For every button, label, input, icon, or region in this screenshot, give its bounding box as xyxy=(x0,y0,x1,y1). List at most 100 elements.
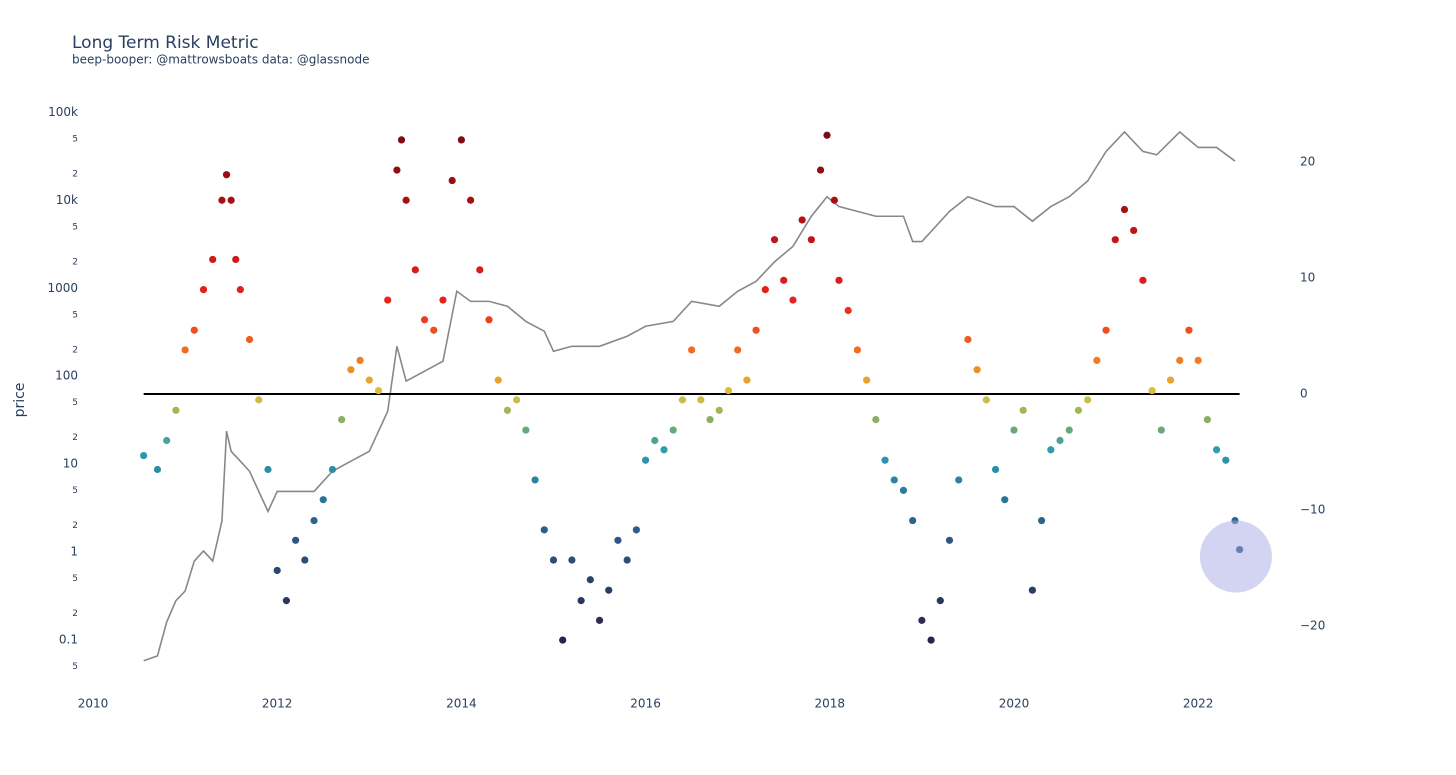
risk-point xyxy=(236,286,244,294)
y-tick-label: 2 xyxy=(72,345,78,355)
risk-point xyxy=(328,465,337,474)
risk-point xyxy=(780,276,788,284)
risk-point xyxy=(1001,496,1009,504)
risk-point xyxy=(181,346,189,354)
y-tick-label: 2 xyxy=(72,521,78,531)
chart-title: Long Term Risk Metric xyxy=(72,33,259,53)
y-axis-title: price xyxy=(12,383,28,418)
x-tick-label: 2020 xyxy=(999,697,1030,711)
risk-point xyxy=(651,436,659,445)
risk-point xyxy=(789,296,797,304)
risk-point xyxy=(761,286,769,294)
risk-point xyxy=(319,496,327,504)
risk-point xyxy=(209,255,217,264)
risk-point xyxy=(282,597,291,605)
risk-point xyxy=(1037,516,1046,525)
risk-point xyxy=(384,296,392,304)
y-tick-label: 2 xyxy=(72,257,78,267)
risk-point xyxy=(559,636,567,644)
risk-point xyxy=(513,396,521,404)
y-tick-label: 100k xyxy=(48,105,78,119)
x-tick-label: 2010 xyxy=(78,697,109,711)
y-tick-label: 1000 xyxy=(47,281,78,295)
risk-point xyxy=(816,166,825,174)
risk-point xyxy=(245,335,254,344)
risk-point xyxy=(899,486,908,494)
risk-point xyxy=(476,266,484,274)
risk-point xyxy=(338,415,346,424)
risk-point xyxy=(1056,436,1064,445)
risk-point xyxy=(1010,426,1018,434)
risk-point xyxy=(955,476,963,484)
risk-point xyxy=(397,136,406,144)
risk-point xyxy=(669,426,677,434)
risk-point xyxy=(172,406,180,414)
y2-tick-label: 20 xyxy=(1300,154,1315,168)
risk-point xyxy=(1084,396,1092,404)
y-tick-label: 1 xyxy=(70,545,78,559)
risk-point xyxy=(927,636,935,644)
risk-point xyxy=(715,406,723,414)
risk-point xyxy=(614,536,622,544)
risk-point xyxy=(1130,226,1138,235)
risk-point xyxy=(549,556,558,564)
risk-point xyxy=(1093,356,1101,365)
x-tick-label: 2012 xyxy=(262,697,293,711)
risk-point xyxy=(1194,356,1202,365)
risk-point xyxy=(623,556,631,564)
risk-point xyxy=(752,326,760,334)
risk-point xyxy=(494,376,502,384)
risk-point xyxy=(1212,446,1221,454)
risk-point xyxy=(586,576,594,584)
risk-point xyxy=(835,276,843,284)
y-tick-label: 5 xyxy=(72,574,78,584)
risk-point xyxy=(632,526,640,534)
risk-point xyxy=(641,456,650,464)
risk-point xyxy=(522,426,530,434)
risk-point xyxy=(660,446,668,454)
y-tick-label: 5 xyxy=(72,310,78,320)
risk-point xyxy=(1019,406,1027,414)
risk-point xyxy=(393,166,401,174)
x-tick-label: 2014 xyxy=(446,697,477,711)
risk-point xyxy=(982,396,990,404)
risk-point xyxy=(264,465,272,474)
chart-subtitle: beep-booper: @mattrowsboats data: @glass… xyxy=(72,53,369,67)
risk-point xyxy=(163,436,171,445)
y-tick-label: 5 xyxy=(72,662,78,672)
y-tick-label: 10k xyxy=(56,193,78,207)
risk-point xyxy=(411,266,419,274)
risk-point xyxy=(1139,276,1147,284)
risk-point xyxy=(448,176,456,185)
risk-point xyxy=(945,536,954,544)
risk-point xyxy=(1222,456,1230,464)
risk-point xyxy=(798,216,806,224)
risk-point xyxy=(706,415,714,424)
risk-point xyxy=(1074,406,1083,414)
y-tick-label: 0.1 xyxy=(59,633,78,647)
risk-point xyxy=(1157,426,1165,434)
x-tick-label: 2022 xyxy=(1183,697,1214,711)
y2-tick-label: 0 xyxy=(1300,387,1308,401)
risk-point xyxy=(1120,205,1129,214)
risk-point xyxy=(1047,446,1055,454)
risk-point xyxy=(853,346,862,354)
y-tick-label: 5 xyxy=(72,134,78,144)
risk-point xyxy=(964,335,972,344)
risk-point xyxy=(863,376,871,384)
risk-point xyxy=(734,346,742,354)
risk-point xyxy=(365,376,373,384)
risk-point xyxy=(844,306,852,315)
risk-point xyxy=(1065,426,1073,434)
risk-point xyxy=(232,255,240,264)
risk-point xyxy=(218,196,226,204)
risk-point xyxy=(1102,326,1110,334)
risk-point xyxy=(531,476,539,484)
risk-point xyxy=(153,465,162,474)
y-tick-label: 2 xyxy=(72,433,78,443)
risk-point xyxy=(1176,356,1184,365)
y-tick-label: 2 xyxy=(72,609,78,619)
risk-point xyxy=(1028,586,1036,594)
risk-point xyxy=(199,286,208,294)
